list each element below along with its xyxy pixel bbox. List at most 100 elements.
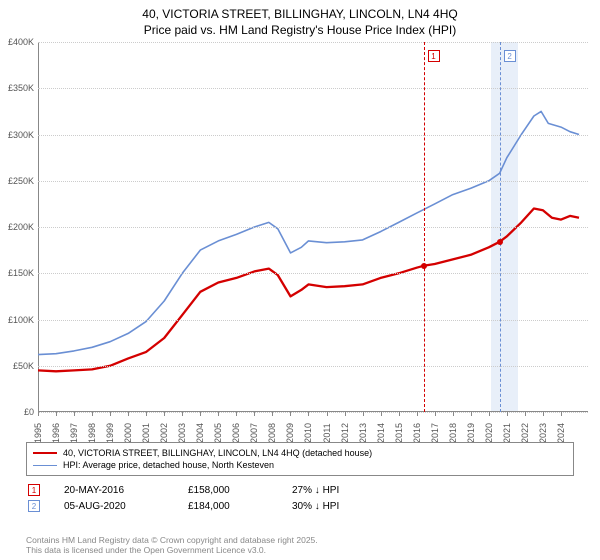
x-axis-label: 2015: [394, 423, 404, 443]
footer-line1: Contains HM Land Registry data © Crown c…: [26, 535, 318, 546]
x-axis-label: 1995: [33, 423, 43, 443]
footer-attribution: Contains HM Land Registry data © Crown c…: [26, 535, 318, 556]
x-tick: [182, 412, 183, 416]
x-tick: [110, 412, 111, 416]
y-axis-label: £350K: [0, 83, 34, 93]
x-axis-label: 2023: [538, 423, 548, 443]
x-axis-label: 2003: [177, 423, 187, 443]
x-tick: [272, 412, 273, 416]
x-axis-label: 1998: [87, 423, 97, 443]
x-tick: [290, 412, 291, 416]
x-tick: [399, 412, 400, 416]
gridline-y: [38, 273, 588, 274]
sale-date: 05-AUG-2020: [64, 501, 164, 512]
chart-title: 40, VICTORIA STREET, BILLINGHAY, LINCOLN…: [0, 0, 600, 38]
x-tick: [435, 412, 436, 416]
legend-row-property: 40, VICTORIA STREET, BILLINGHAY, LINCOLN…: [33, 447, 567, 459]
title-line1: 40, VICTORIA STREET, BILLINGHAY, LINCOLN…: [0, 6, 600, 22]
x-tick: [543, 412, 544, 416]
reference-marker-2: 2: [504, 50, 516, 62]
x-axis-label: 2007: [249, 423, 259, 443]
y-axis-label: £250K: [0, 176, 34, 186]
x-tick: [453, 412, 454, 416]
x-axis-label: 2020: [484, 423, 494, 443]
legend-swatch-hpi: [33, 465, 57, 466]
x-tick: [345, 412, 346, 416]
sales-table: 1 20-MAY-2016 £158,000 27% ↓ HPI 2 05-AUG-202…: [26, 482, 574, 514]
x-axis-label: 2000: [123, 423, 133, 443]
x-tick: [308, 412, 309, 416]
sale-point-2: [497, 239, 503, 245]
chart-container: 40, VICTORIA STREET, BILLINGHAY, LINCOLN…: [0, 0, 600, 560]
gridline-y: [38, 227, 588, 228]
x-tick: [218, 412, 219, 416]
x-tick: [236, 412, 237, 416]
gridline-y: [38, 412, 588, 413]
sale-row: 1 20-MAY-2016 £158,000 27% ↓ HPI: [26, 482, 574, 498]
chart-area: £0£50K£100K£150K£200K£250K£300K£350K£400…: [38, 42, 588, 412]
y-axis-label: £300K: [0, 130, 34, 140]
x-axis-label: 2016: [412, 423, 422, 443]
x-tick: [128, 412, 129, 416]
gridline-y: [38, 320, 588, 321]
x-axis-label: 2013: [358, 423, 368, 443]
plot-region: £0£50K£100K£150K£200K£250K£300K£350K£400…: [38, 42, 588, 412]
series-hpi: [38, 111, 579, 354]
x-axis-label: 2024: [556, 423, 566, 443]
series-property: [38, 209, 579, 372]
x-axis-label: 2006: [231, 423, 241, 443]
x-tick: [327, 412, 328, 416]
x-axis-label: 2012: [340, 423, 350, 443]
y-axis-label: £0: [0, 407, 34, 417]
gridline-y: [38, 135, 588, 136]
x-tick: [507, 412, 508, 416]
x-tick: [74, 412, 75, 416]
gridline-y: [38, 88, 588, 89]
x-tick: [38, 412, 39, 416]
x-tick: [92, 412, 93, 416]
legend-box: 40, VICTORIA STREET, BILLINGHAY, LINCOLN…: [26, 442, 574, 476]
x-axis-label: 2019: [466, 423, 476, 443]
sale-date: 20-MAY-2016: [64, 485, 164, 496]
x-axis-label: 2017: [430, 423, 440, 443]
x-tick: [146, 412, 147, 416]
x-tick: [164, 412, 165, 416]
x-axis-label: 2001: [141, 423, 151, 443]
y-axis-label: £400K: [0, 37, 34, 47]
x-tick: [489, 412, 490, 416]
x-tick: [200, 412, 201, 416]
gridline-y: [38, 366, 588, 367]
sale-pct-vs-hpi: 30% ↓ HPI: [292, 501, 392, 512]
legend-swatch-property: [33, 452, 57, 454]
x-tick: [561, 412, 562, 416]
legend-row-hpi: HPI: Average price, detached house, Nort…: [33, 459, 567, 471]
x-axis-label: 2002: [159, 423, 169, 443]
x-tick: [525, 412, 526, 416]
y-axis-label: £200K: [0, 222, 34, 232]
reference-line-1: [424, 42, 425, 412]
x-tick: [471, 412, 472, 416]
x-axis-label: 2005: [213, 423, 223, 443]
sale-price: £158,000: [188, 485, 268, 496]
sale-point-1: [421, 263, 427, 269]
x-tick: [254, 412, 255, 416]
legend-section: 40, VICTORIA STREET, BILLINGHAY, LINCOLN…: [26, 442, 574, 514]
y-axis-label: £100K: [0, 315, 34, 325]
sale-marker-icon: 1: [28, 484, 40, 496]
reference-marker-1: 1: [428, 50, 440, 62]
x-tick: [417, 412, 418, 416]
reference-line-2: [500, 42, 501, 412]
footer-line2: This data is licensed under the Open Gov…: [26, 545, 318, 556]
legend-label-property: 40, VICTORIA STREET, BILLINGHAY, LINCOLN…: [63, 448, 372, 458]
x-axis-label: 2004: [195, 423, 205, 443]
sale-pct-vs-hpi: 27% ↓ HPI: [292, 485, 392, 496]
x-axis-label: 2010: [303, 423, 313, 443]
sale-marker-icon: 2: [28, 500, 40, 512]
sale-row: 205-AUG-2020£184,00030% ↓ HPI: [26, 498, 574, 514]
y-axis-label: £150K: [0, 268, 34, 278]
y-axis-label: £50K: [0, 361, 34, 371]
x-axis-label: 2022: [520, 423, 530, 443]
x-axis-label: 2014: [376, 423, 386, 443]
x-axis-label: 2011: [322, 423, 332, 442]
legend-label-hpi: HPI: Average price, detached house, Nort…: [63, 460, 274, 470]
